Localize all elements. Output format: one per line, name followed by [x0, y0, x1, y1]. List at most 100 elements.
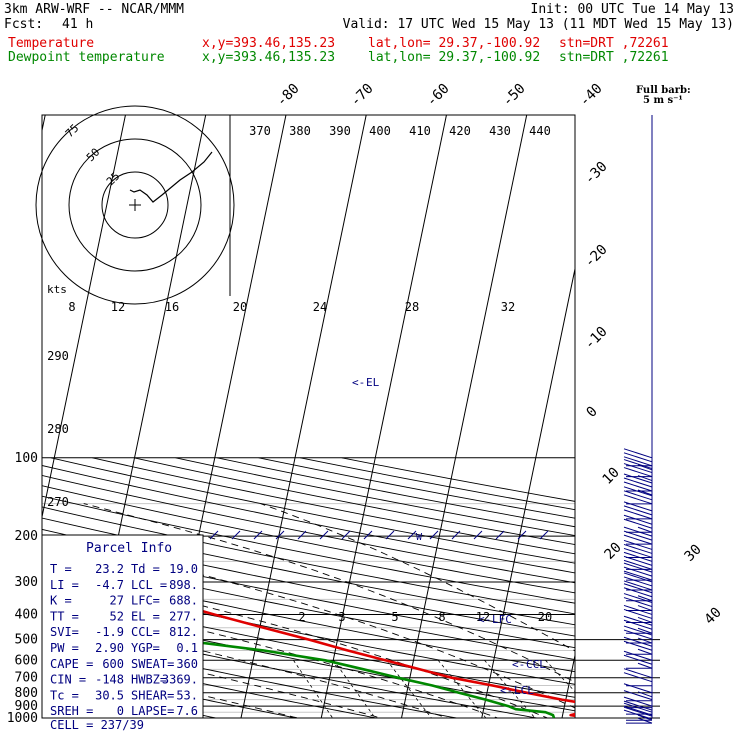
- barb-flag: [623, 463, 653, 474]
- barb-flag: [623, 494, 653, 505]
- barb-flag: [623, 481, 653, 492]
- parcel-value: 0: [117, 704, 124, 718]
- ccl-marker-arrow: <-: [512, 658, 525, 671]
- parcel-value: -1.9: [95, 625, 124, 639]
- barb-flag: [623, 547, 653, 558]
- parcel-key: LFC=: [131, 594, 160, 608]
- theta-left-label: 270: [47, 495, 69, 509]
- barb-flag: [623, 640, 653, 651]
- isotherm-label: 40: [702, 605, 725, 628]
- barb-flag: [623, 459, 653, 470]
- ccl-marker-label: CCL: [526, 658, 546, 671]
- hodograph-trace: [129, 151, 213, 203]
- lcl-marker-label: LCL: [514, 684, 534, 697]
- isotherm-line: [42, 115, 126, 520]
- hodograph-speed-label: 12: [111, 300, 125, 314]
- pressure-label: 100: [15, 451, 38, 466]
- barb-flag: [623, 668, 653, 679]
- pressure-label: 200: [15, 529, 38, 544]
- hodograph-speed-label: 8: [68, 300, 75, 314]
- parcel-value: 27: [110, 594, 124, 608]
- barb-flag: [623, 636, 653, 647]
- mixing-ratio-label: 8: [438, 610, 445, 624]
- dry-adiabat: [42, 517, 575, 626]
- wind-barb: [623, 562, 653, 581]
- theta-label: 420: [449, 124, 471, 138]
- barb-flag: [623, 625, 653, 636]
- barb-flag: [623, 629, 653, 640]
- wind-barb: [623, 705, 653, 724]
- isotherm-line: [320, 115, 447, 718]
- forecast-hour: 41 h: [62, 17, 94, 32]
- theta-label: 430: [489, 124, 511, 138]
- parcel-key: TT =: [50, 609, 79, 623]
- wind-barb: [623, 650, 653, 669]
- wind-barb: [623, 572, 653, 591]
- dewpoint-station: stn=DRT ,72261: [559, 50, 669, 65]
- dry-adiabat: [42, 495, 575, 604]
- barb-flag: [623, 672, 653, 683]
- mixing-ratio-label: 5: [391, 610, 398, 624]
- hodograph-ring: [101, 171, 169, 239]
- barb-flag: [623, 509, 653, 520]
- pressure-label: 600: [15, 653, 38, 668]
- wind-tick-500: [385, 530, 395, 540]
- barb-flag: [623, 597, 653, 608]
- barb-flag: [623, 530, 653, 541]
- barb-flag: [623, 486, 653, 497]
- mixing-ratio-line: [386, 660, 432, 718]
- parcel-row: SVI= -1.9 CCL= 812.: [50, 625, 198, 639]
- mixing-ratio-line: [437, 660, 487, 718]
- isotherm-label: -20: [582, 242, 611, 271]
- parcel-row: T = 23.2 Td = 19.0: [50, 562, 198, 576]
- dry-adiabat: [42, 577, 575, 685]
- hodograph-units: kts: [47, 283, 67, 296]
- barb-half-flag: [637, 648, 653, 655]
- isotherm-label: -30: [582, 159, 611, 188]
- wind-tick-500: [517, 530, 527, 540]
- dry-adiabat: [42, 590, 575, 698]
- parcel-value: 812.: [169, 625, 198, 639]
- dry-adiabat: [42, 565, 575, 673]
- parcel-key: Td =: [131, 562, 160, 576]
- parcel-value: 2.90: [95, 641, 124, 655]
- pressure-label: 1000: [7, 711, 38, 726]
- mixing-ratio-label: 12: [476, 610, 490, 624]
- parcel-key: SWEAT=: [131, 657, 174, 671]
- init-time: Init: 00 UTC Tue 14 May 13: [530, 2, 735, 17]
- forecast-label: Fcst:: [4, 17, 44, 32]
- hodograph-ring: [68, 138, 202, 272]
- barb-flag: [623, 619, 653, 630]
- el-marker-label: EL: [366, 376, 380, 389]
- pressure-label: 400: [15, 607, 38, 622]
- parcel-value: 23.2: [95, 562, 124, 576]
- wind-tick-500: [231, 530, 241, 540]
- parcel-cell: CELL = 237/39: [50, 718, 144, 732]
- barb-flag: [623, 683, 653, 694]
- barb-flag: [623, 555, 653, 566]
- wind-barb: [623, 593, 653, 612]
- parcel-value: 898.: [169, 578, 198, 592]
- mixing-ratio-label: 2: [298, 610, 305, 624]
- model-title: 3km ARW-WRF -- NCAR/MMM: [4, 2, 185, 17]
- wind-tick-500: [341, 530, 351, 540]
- wind-barb: [623, 459, 653, 482]
- barb-flag: [623, 709, 653, 720]
- lcl-marker-arrow: <-: [500, 684, 513, 697]
- temperature-legend: Temperature: [8, 36, 95, 51]
- valid-time: Valid: 17 UTC Wed 15 May 13 (11 MDT Wed …: [342, 17, 734, 32]
- barb-key-label: Full barb:: [636, 85, 691, 96]
- pressure-label: 300: [15, 575, 38, 590]
- barb-half-flag: [637, 616, 653, 623]
- barb-flag: [623, 690, 653, 701]
- barb-flag: [623, 576, 653, 587]
- parcel-value: -148: [95, 673, 124, 687]
- barb-flag: [623, 448, 653, 459]
- parcel-key: YGP=: [131, 641, 160, 655]
- barb-flag: [623, 473, 653, 484]
- parcel-value: -4.7: [95, 578, 124, 592]
- barb-flag: [623, 526, 653, 537]
- parcel-row: TT = 52 EL = 277.: [50, 609, 198, 623]
- theta-left-label: 280: [47, 422, 69, 436]
- barb-half-flag: [637, 526, 653, 533]
